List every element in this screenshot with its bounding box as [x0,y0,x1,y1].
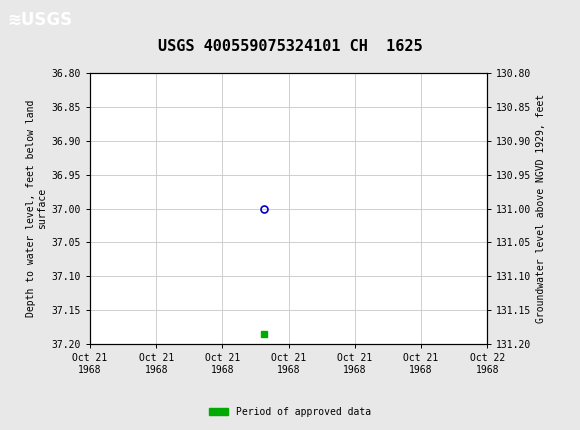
Text: USGS 400559075324101 CH  1625: USGS 400559075324101 CH 1625 [158,39,422,54]
Y-axis label: Depth to water level, feet below land
surface: Depth to water level, feet below land su… [26,100,48,317]
Legend: Period of approved data: Period of approved data [205,403,375,421]
Y-axis label: Groundwater level above NGVD 1929, feet: Groundwater level above NGVD 1929, feet [536,94,546,323]
Text: ≋USGS: ≋USGS [7,10,72,28]
